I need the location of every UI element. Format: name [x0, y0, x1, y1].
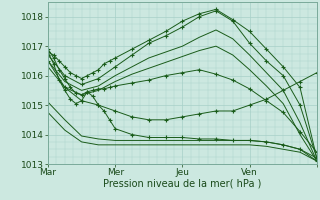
X-axis label: Pression niveau de la mer( hPa ): Pression niveau de la mer( hPa ): [103, 179, 261, 189]
